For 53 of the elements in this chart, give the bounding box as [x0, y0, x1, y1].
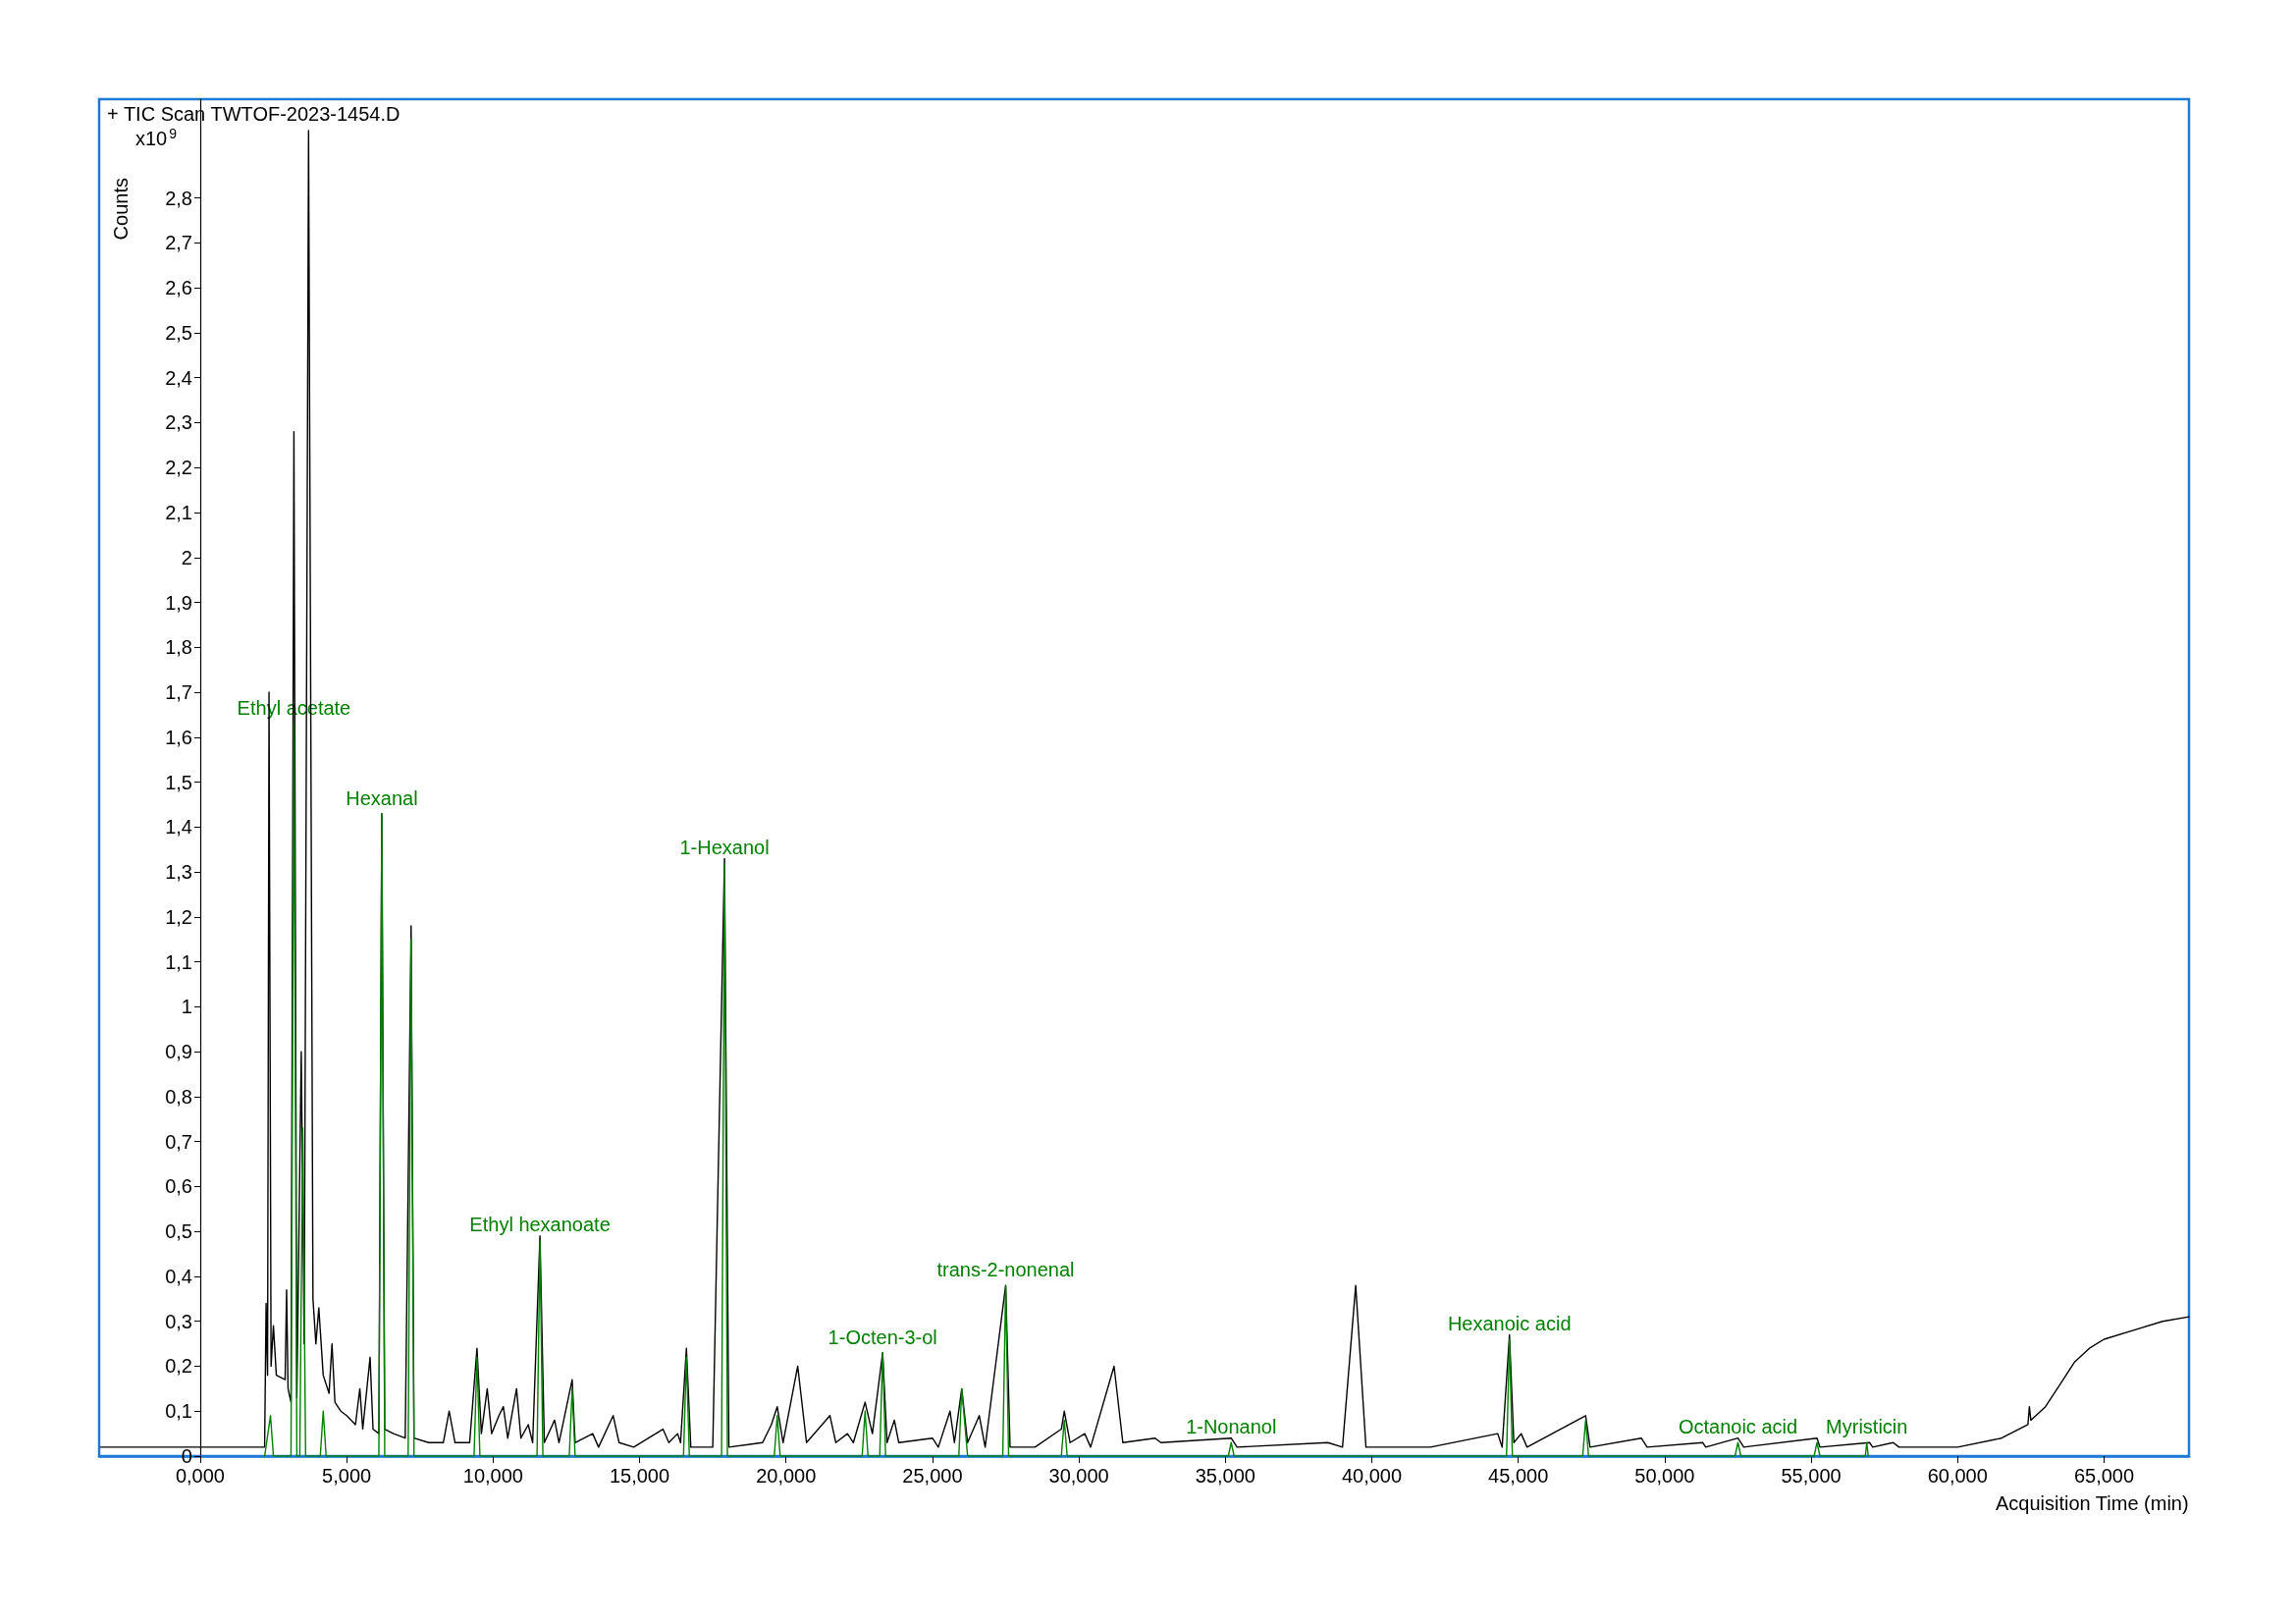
annotation: Myristicin: [1826, 1416, 1908, 1438]
y-tick-label: 2,5: [165, 321, 192, 344]
annotation: Octanoic acid: [1678, 1416, 1798, 1438]
x-tick-label: 5,000: [322, 1465, 372, 1487]
y-tick-label: 0,2: [165, 1355, 192, 1378]
y-tick-label: 2,1: [165, 502, 192, 524]
x-tick-label: 10,000: [462, 1465, 523, 1487]
annotation: Ethyl hexanoate: [469, 1214, 611, 1236]
y-tick-label: 0,8: [165, 1085, 192, 1108]
y-tick-label: 2,8: [165, 187, 192, 209]
annotation: Hexanoic acid: [1447, 1313, 1572, 1335]
y-tick-label: 1,1: [165, 950, 192, 973]
y-tick-label: 0,7: [165, 1130, 192, 1153]
y-tick-label: 1,9: [165, 591, 192, 614]
y-tick-label: 0,4: [165, 1265, 192, 1287]
y-tick-label: 2,3: [165, 411, 192, 434]
x-tick-label: 45,000: [1488, 1465, 1549, 1487]
y-axis-title: Counts: [110, 178, 132, 241]
annotation: 1-Octen-3-ol: [828, 1326, 937, 1348]
x-tick-label: 40,000: [1341, 1465, 1403, 1487]
y-tick-label: 1,4: [165, 816, 192, 839]
y-tick-label: 0,6: [165, 1175, 192, 1198]
y-tick-label: 1: [181, 996, 192, 1018]
x-tick-label: 30,000: [1048, 1465, 1109, 1487]
y-tick-label: 1,6: [165, 726, 192, 748]
y-tick-label: 0,3: [165, 1310, 192, 1332]
x-tick-label: 20,000: [756, 1465, 817, 1487]
annotation: Hexanal: [346, 786, 418, 809]
y-tick-label: 0,5: [165, 1220, 192, 1243]
y-tick-label: 0,9: [165, 1041, 192, 1063]
y-tick-label: 2,6: [165, 277, 192, 299]
annotation: 1-Nonanol: [1186, 1416, 1277, 1438]
y-tick-label: 1,2: [165, 905, 192, 928]
x-axis-title: Acquisition Time (min): [1995, 1492, 2189, 1514]
y-tick-label: 2,7: [165, 232, 192, 254]
y-tick-label: 2,4: [165, 366, 192, 389]
y-tick-label: 0,1: [165, 1400, 192, 1423]
x-tick-label: 50,000: [1634, 1465, 1695, 1487]
y-tick-label: 2: [181, 546, 192, 568]
x-tick-label: 0,000: [175, 1465, 225, 1487]
y-tick-label: 1,3: [165, 861, 192, 884]
x-tick-label: 15,000: [609, 1465, 670, 1487]
y-tick-label: 1,8: [165, 636, 192, 659]
annotation: 1-Hexanol: [679, 836, 770, 858]
x-tick-label: 60,000: [1927, 1465, 1988, 1487]
x-tick-label: 55,000: [1781, 1465, 1842, 1487]
y-tick-label: 1,7: [165, 681, 192, 704]
annotation: trans-2-nonenal: [936, 1259, 1075, 1281]
x-tick-label: 35,000: [1195, 1465, 1255, 1487]
y-tick-label: 2,2: [165, 457, 192, 479]
x-tick-label: 25,000: [902, 1465, 963, 1487]
x-tick-label: 65,000: [2073, 1465, 2135, 1487]
y-tick-label: 1,5: [165, 771, 192, 793]
